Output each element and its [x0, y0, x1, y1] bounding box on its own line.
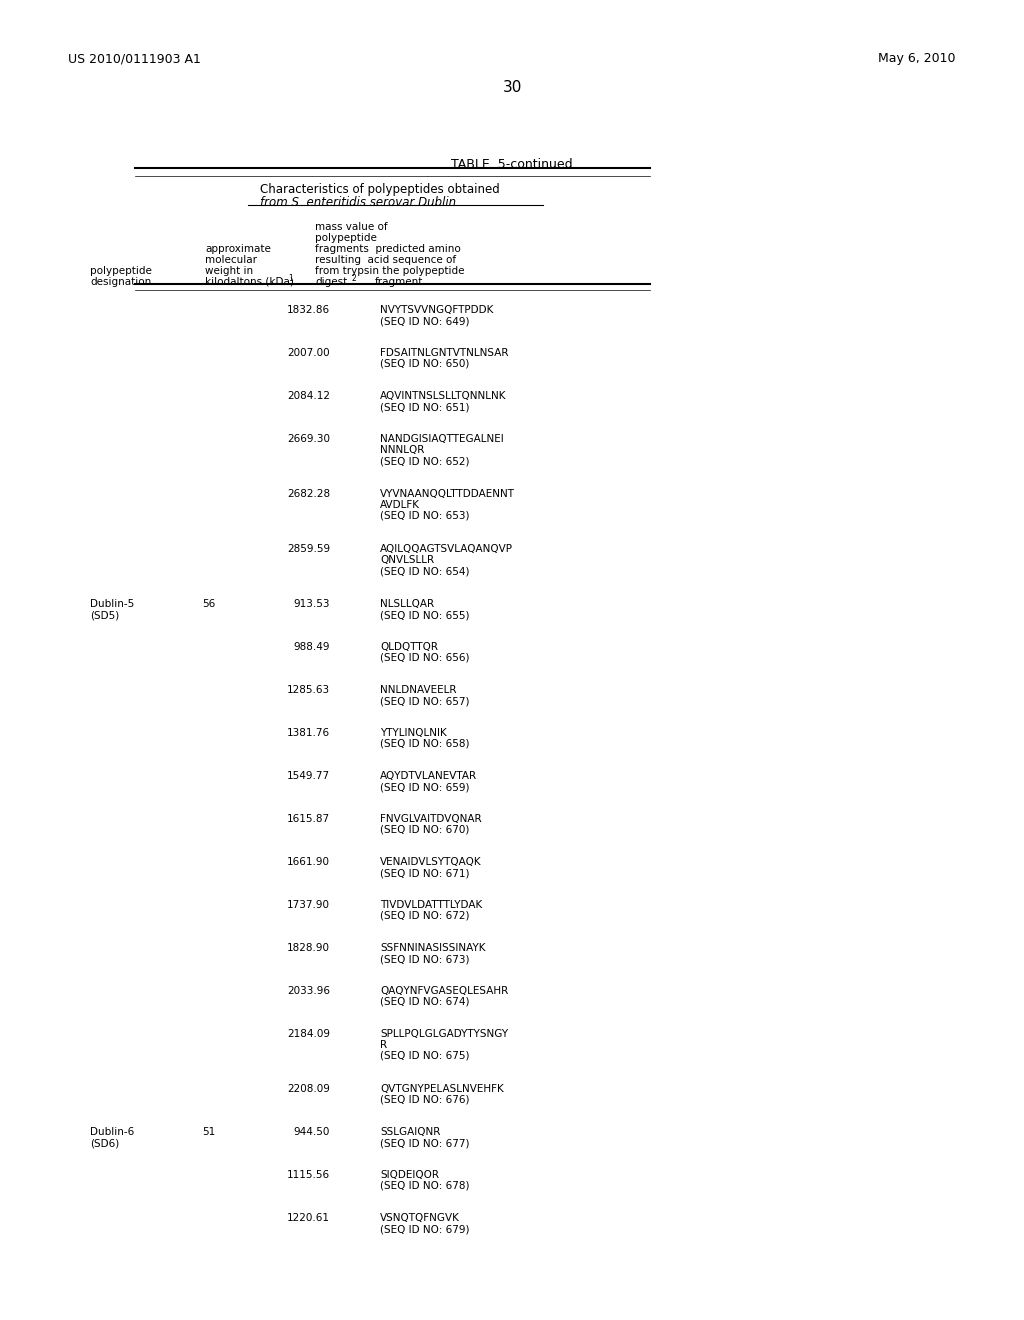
Text: (SEQ ID NO: 656): (SEQ ID NO: 656) [380, 653, 469, 663]
Text: (SEQ ID NO: 654): (SEQ ID NO: 654) [380, 566, 469, 576]
Text: 1615.87: 1615.87 [287, 814, 330, 824]
Text: 1828.90: 1828.90 [287, 942, 330, 953]
Text: NLSLLQAR: NLSLLQAR [380, 599, 434, 609]
Text: 1661.90: 1661.90 [287, 857, 330, 867]
Text: AQVINTNSLSLLTQNNLNK: AQVINTNSLSLLTQNNLNK [380, 391, 507, 401]
Text: fragments  predicted amino: fragments predicted amino [315, 244, 461, 253]
Text: NANDGISIAQTTEGALNEI: NANDGISIAQTTEGALNEI [380, 434, 504, 444]
Text: R: R [380, 1040, 387, 1049]
Text: SSLGAIQNR: SSLGAIQNR [380, 1127, 440, 1137]
Text: mass value of: mass value of [315, 222, 388, 232]
Text: from trypsin the polypeptide: from trypsin the polypeptide [315, 267, 465, 276]
Text: (SEQ ID NO: 652): (SEQ ID NO: 652) [380, 455, 469, 466]
Text: (SEQ ID NO: 658): (SEQ ID NO: 658) [380, 739, 469, 748]
Text: US 2010/0111903 A1: US 2010/0111903 A1 [68, 51, 201, 65]
Text: 56: 56 [202, 599, 215, 609]
Text: 2208.09: 2208.09 [287, 1084, 330, 1094]
Text: NVYTSVVNGQFTPDDK: NVYTSVVNGQFTPDDK [380, 305, 494, 315]
Text: 2: 2 [352, 275, 356, 282]
Text: 988.49: 988.49 [294, 642, 330, 652]
Text: AQYDTVLANEVTAR: AQYDTVLANEVTAR [380, 771, 477, 781]
Text: designation: designation [90, 277, 152, 286]
Text: (SEQ ID NO: 674): (SEQ ID NO: 674) [380, 997, 469, 1007]
Text: SSFNNINASISSINAYK: SSFNNINASISSINAYK [380, 942, 485, 953]
Text: 30: 30 [503, 81, 521, 95]
Text: 1832.86: 1832.86 [287, 305, 330, 315]
Text: 1285.63: 1285.63 [287, 685, 330, 696]
Text: (SEQ ID NO: 657): (SEQ ID NO: 657) [380, 696, 469, 706]
Text: TIVDVLDATTTLYDAK: TIVDVLDATTTLYDAK [380, 900, 482, 909]
Text: NNNLQR: NNNLQR [380, 445, 424, 455]
Text: weight in: weight in [205, 267, 253, 276]
Text: (SEQ ID NO: 655): (SEQ ID NO: 655) [380, 610, 469, 620]
Text: (SEQ ID NO: 673): (SEQ ID NO: 673) [380, 954, 469, 964]
Text: fragment: fragment [375, 277, 423, 286]
Text: 2682.28: 2682.28 [287, 488, 330, 499]
Text: YTYLINQLNIK: YTYLINQLNIK [380, 729, 446, 738]
Text: approximate: approximate [205, 244, 271, 253]
Text: (SD5): (SD5) [90, 610, 119, 620]
Text: polypeptide: polypeptide [315, 234, 377, 243]
Text: 51: 51 [202, 1127, 215, 1137]
Text: (SEQ ID NO: 649): (SEQ ID NO: 649) [380, 315, 469, 326]
Text: (SEQ ID NO: 671): (SEQ ID NO: 671) [380, 869, 469, 878]
Text: 1737.90: 1737.90 [287, 900, 330, 909]
Text: (SEQ ID NO: 670): (SEQ ID NO: 670) [380, 825, 469, 836]
Text: QVTGNYPELASLNVEHFK: QVTGNYPELASLNVEHFK [380, 1084, 504, 1094]
Text: 2007.00: 2007.00 [288, 348, 330, 358]
Text: molecular: molecular [205, 255, 257, 265]
Text: 2669.30: 2669.30 [287, 434, 330, 444]
Text: Dublin-6: Dublin-6 [90, 1127, 134, 1137]
Text: QNVLSLLR: QNVLSLLR [380, 554, 434, 565]
Text: Characteristics of polypeptides obtained: Characteristics of polypeptides obtained [260, 183, 500, 195]
Text: FDSAITNLGNTVTNLNSAR: FDSAITNLGNTVTNLNSAR [380, 348, 509, 358]
Text: VYVNAANQQLTTDDAENNT: VYVNAANQQLTTDDAENNT [380, 488, 515, 499]
Text: May 6, 2010: May 6, 2010 [879, 51, 956, 65]
Text: (SEQ ID NO: 679): (SEQ ID NO: 679) [380, 1224, 469, 1234]
Text: FNVGLVAITDVQNAR: FNVGLVAITDVQNAR [380, 814, 481, 824]
Text: QAQYNFVGASEQLESAHR: QAQYNFVGASEQLESAHR [380, 986, 508, 997]
Text: (SEQ ID NO: 653): (SEQ ID NO: 653) [380, 511, 469, 521]
Text: AQILQQAGTSVLAQANQVP: AQILQQAGTSVLAQANQVP [380, 544, 513, 554]
Text: polypeptide: polypeptide [90, 267, 152, 276]
Text: (SEQ ID NO: 676): (SEQ ID NO: 676) [380, 1096, 469, 1105]
Text: kilodaltons (kDa): kilodaltons (kDa) [205, 277, 294, 286]
Text: 944.50: 944.50 [294, 1127, 330, 1137]
Text: (SEQ ID NO: 650): (SEQ ID NO: 650) [380, 359, 469, 370]
Text: SIQDEIQOR: SIQDEIQOR [380, 1170, 439, 1180]
Text: 1381.76: 1381.76 [287, 729, 330, 738]
Text: 2859.59: 2859.59 [287, 544, 330, 554]
Text: 1: 1 [288, 275, 293, 282]
Text: (SEQ ID NO: 672): (SEQ ID NO: 672) [380, 911, 469, 921]
Text: 913.53: 913.53 [294, 599, 330, 609]
Text: NNLDNAVEELR: NNLDNAVEELR [380, 685, 457, 696]
Text: SPLLPQLGLGADYTYSNGY: SPLLPQLGLGADYTYSNGY [380, 1030, 508, 1039]
Text: AVDLFK: AVDLFK [380, 500, 420, 510]
Text: 2033.96: 2033.96 [287, 986, 330, 997]
Text: digest: digest [315, 277, 347, 286]
Text: 1220.61: 1220.61 [287, 1213, 330, 1224]
Text: 2184.09: 2184.09 [287, 1030, 330, 1039]
Text: (SEQ ID NO: 675): (SEQ ID NO: 675) [380, 1051, 469, 1061]
Text: (SEQ ID NO: 678): (SEQ ID NO: 678) [380, 1181, 469, 1191]
Text: 1115.56: 1115.56 [287, 1170, 330, 1180]
Text: 2084.12: 2084.12 [287, 391, 330, 401]
Text: 1549.77: 1549.77 [287, 771, 330, 781]
Text: (SEQ ID NO: 677): (SEQ ID NO: 677) [380, 1138, 469, 1148]
Text: QLDQTTQR: QLDQTTQR [380, 642, 438, 652]
Text: from S. enteritidis serovar Dublin.: from S. enteritidis serovar Dublin. [260, 195, 460, 209]
Text: VENAIDVLSYTQAQK: VENAIDVLSYTQAQK [380, 857, 481, 867]
Text: VSNQTQFNGVK: VSNQTQFNGVK [380, 1213, 460, 1224]
Text: (SD6): (SD6) [90, 1138, 119, 1148]
Text: TABLE  5-continued: TABLE 5-continued [452, 158, 572, 172]
Text: (SEQ ID NO: 651): (SEQ ID NO: 651) [380, 403, 469, 412]
Text: resulting  acid sequence of: resulting acid sequence of [315, 255, 456, 265]
Text: (SEQ ID NO: 659): (SEQ ID NO: 659) [380, 781, 469, 792]
Text: Dublin-5: Dublin-5 [90, 599, 134, 609]
